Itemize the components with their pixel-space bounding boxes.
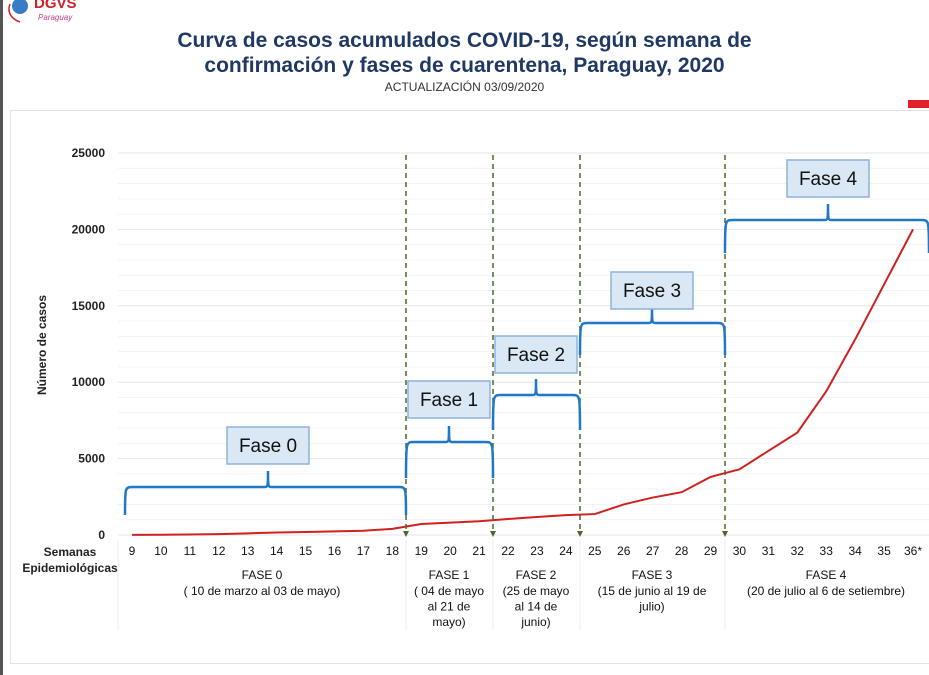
phase-box: [610, 271, 694, 310]
phase-name: FASE 2: [516, 568, 557, 582]
phase-bracket: [123, 470, 408, 516]
x-tick-label: 11: [184, 544, 197, 558]
phase-dates: (25 de mayo: [503, 584, 570, 598]
phase-dates: (15 de junio al 19 de: [598, 584, 707, 598]
x-tick-label: 32: [791, 544, 805, 558]
dgvs-logo: DGVS Paraguay: [6, 0, 86, 24]
phase-dates: ( 04 de mayo: [414, 584, 484, 598]
chart-title: Curva de casos acumulados COVID-19, segú…: [0, 28, 929, 78]
phase-dates: julio): [638, 600, 664, 614]
x-axis-label-1: Semanas: [44, 545, 97, 559]
window-edge: [0, 0, 3, 675]
divider-arrow: [577, 531, 583, 537]
phase-dates: mayo): [432, 615, 465, 629]
red-marker: [908, 100, 929, 108]
divider-arrow: [722, 531, 728, 537]
x-tick-label: 34: [848, 544, 862, 558]
cases-line: [131, 228, 914, 536]
phase-dates: al 21 de: [428, 600, 471, 614]
phase-bracket: [491, 378, 582, 431]
phase-bracket: [723, 203, 929, 254]
x-tick-label: 20: [444, 544, 458, 558]
x-tick-label: 25: [588, 544, 602, 558]
x-tick-label: 26: [617, 544, 631, 558]
x-tick-label: 15: [299, 544, 313, 558]
globe-icon: [8, 0, 28, 23]
phase-box-label: Fase 4: [799, 169, 858, 190]
x-tick-label: 35: [877, 544, 891, 558]
x-tick-label: 31: [762, 544, 776, 558]
chart-subtitle: ACTUALIZACIÓN 03/09/2020: [384, 80, 545, 94]
x-tick-label: 13: [241, 544, 255, 558]
phase-name: FASE 1: [429, 568, 470, 582]
phase-box-label: Fase 1: [420, 390, 478, 411]
phase-dates: junio): [520, 615, 550, 629]
y-tick-label: 15000: [72, 299, 106, 313]
x-tick-label: 14: [270, 544, 284, 558]
x-tick-label: 30: [733, 544, 747, 558]
phase-box: [407, 380, 491, 419]
phase-name: FASE 4: [806, 568, 847, 582]
y-tick-label: 10000: [72, 375, 106, 389]
x-tick-label: 12: [212, 544, 226, 558]
x-tick-label: 24: [559, 544, 573, 558]
x-tick-label: 27: [646, 544, 660, 558]
phase-box: [494, 335, 578, 374]
x-tick-label: 18: [386, 544, 400, 558]
phase-bracket: [404, 425, 495, 479]
x-tick-label: 19: [415, 544, 429, 558]
x-tick-label: 16: [328, 544, 342, 558]
x-tick-label: 36*: [904, 544, 922, 558]
phase-name: FASE 3: [632, 568, 673, 582]
phase-box-label: Fase 0: [239, 436, 297, 457]
logo-text: DGVS: [34, 0, 77, 12]
logo-subtext: Paraguay: [38, 13, 73, 22]
x-tick-label: 29: [704, 544, 718, 558]
divider-arrow: [403, 531, 409, 537]
phase-name: FASE 0: [242, 568, 283, 582]
title-line-1: Curva de casos acumulados COVID-19, segú…: [177, 29, 752, 52]
x-tick-label: 21: [472, 544, 486, 558]
phase-bracket: [578, 306, 727, 356]
phase-box-label: Fase 3: [623, 281, 681, 302]
x-tick-label: 28: [675, 544, 689, 558]
y-tick-label: 5000: [78, 452, 105, 466]
divider-arrow: [490, 531, 496, 537]
y-axis-label: Número de casos: [35, 295, 49, 395]
x-tick-label: 9: [129, 544, 136, 558]
x-tick-label: 10: [154, 544, 168, 558]
y-tick-label: 20000: [72, 222, 106, 236]
y-tick-label: 0: [98, 528, 105, 542]
x-axis-label-2: Epidemiológicas: [22, 561, 118, 575]
phase-dates: ( 10 de marzo al 03 de mayo): [184, 584, 341, 598]
phase-box-label: Fase 2: [507, 345, 565, 366]
y-tick-label: 25000: [72, 146, 106, 160]
x-tick-label: 22: [501, 544, 515, 558]
phase-box: [786, 159, 870, 198]
phase-dates: (20 de julio al 6 de setiembre): [747, 584, 905, 598]
x-tick-label: 33: [820, 544, 834, 558]
chart-frame: [10, 110, 929, 664]
phase-box: [226, 426, 310, 465]
phase-dates: al 14 de: [515, 600, 558, 614]
x-tick-label: 17: [357, 544, 371, 558]
title-line-2: confirmación y fases de cuarentena, Para…: [204, 54, 725, 77]
x-tick-label: 23: [530, 544, 544, 558]
